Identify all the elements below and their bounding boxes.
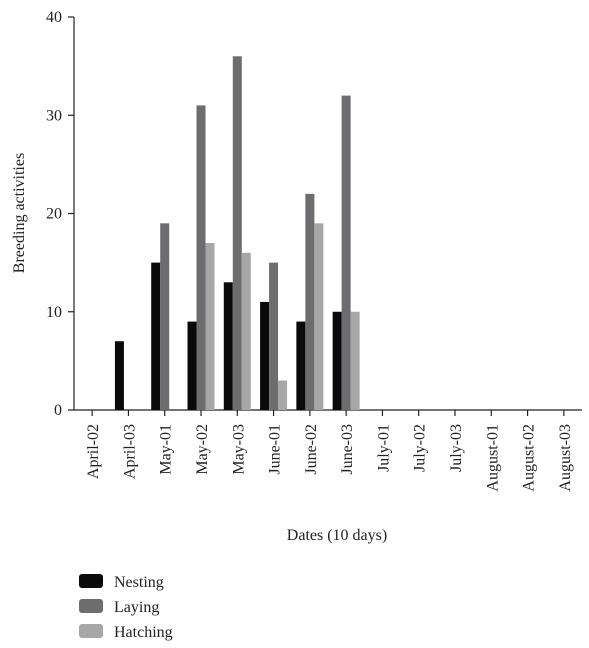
bar-hatching-june-03 [350, 311, 360, 410]
bar-nesting-may-01 [151, 262, 161, 410]
x-tick-label: April-03 [121, 424, 138, 479]
x-tick-label: April-02 [85, 424, 102, 479]
x-tick-label: May-02 [194, 424, 211, 475]
legend-swatch-hatching [79, 624, 103, 638]
y-axis-label: Breeding activities [11, 153, 28, 273]
x-tick-label: June-01 [267, 424, 284, 475]
bar-nesting-june-01 [260, 301, 270, 410]
y-tick-label: 40 [46, 9, 62, 26]
bar-nesting-april-03 [114, 341, 124, 410]
bar-nesting-june-02 [296, 321, 306, 410]
y-axis-ticks: 0 10 20 30 40 [46, 9, 74, 419]
x-tick-label: July-02 [412, 424, 429, 472]
bar-nesting-may-02 [187, 321, 197, 410]
y-tick-label: 30 [46, 107, 62, 124]
legend-label-hatching: Hatching [114, 624, 173, 641]
bar-hatching-may-02 [205, 242, 215, 410]
legend-swatch-nesting [79, 574, 103, 588]
bar-nesting-may-03 [223, 282, 233, 410]
y-tick-label: 0 [54, 402, 62, 419]
bar-laying-may-02 [196, 105, 206, 411]
bar-laying-may-01 [160, 223, 170, 410]
bar-nesting-june-03 [332, 311, 342, 410]
legend-swatch-laying [79, 599, 103, 613]
bar-hatching-june-02 [314, 223, 324, 410]
x-tick-label: July-03 [448, 424, 465, 472]
bar-laying-june-03 [341, 95, 351, 410]
bar-laying-may-03 [232, 56, 242, 411]
x-tick-label: May-03 [230, 424, 247, 475]
x-tick-label: August-02 [521, 424, 538, 492]
x-axis-ticks: April-02 April-03 May-01 May-02 May-03 June-0… [85, 410, 574, 492]
x-tick-label: May-01 [158, 424, 175, 475]
bar-laying-june-02 [305, 193, 315, 410]
x-axis-label: Dates (10 days) [287, 527, 387, 544]
legend-label-nesting: Nesting [114, 574, 164, 591]
x-tick-label: June-02 [303, 424, 320, 475]
x-tick-label: August-03 [557, 424, 574, 492]
chart-axes [73, 17, 582, 411]
bar-hatching-june-01 [278, 380, 288, 410]
y-tick-label: 10 [46, 304, 62, 321]
y-tick-label: 20 [46, 206, 62, 223]
x-tick-label: August-01 [484, 424, 501, 492]
x-tick-label: July-01 [375, 424, 392, 472]
legend-label-laying: Laying [114, 599, 159, 616]
bar-laying-june-01 [269, 262, 279, 410]
bar-hatching-may-03 [241, 252, 251, 410]
x-tick-label: June-03 [339, 424, 356, 475]
chart-legend: Nesting Laying Hatching [79, 574, 173, 641]
chart-bars [114, 56, 360, 411]
